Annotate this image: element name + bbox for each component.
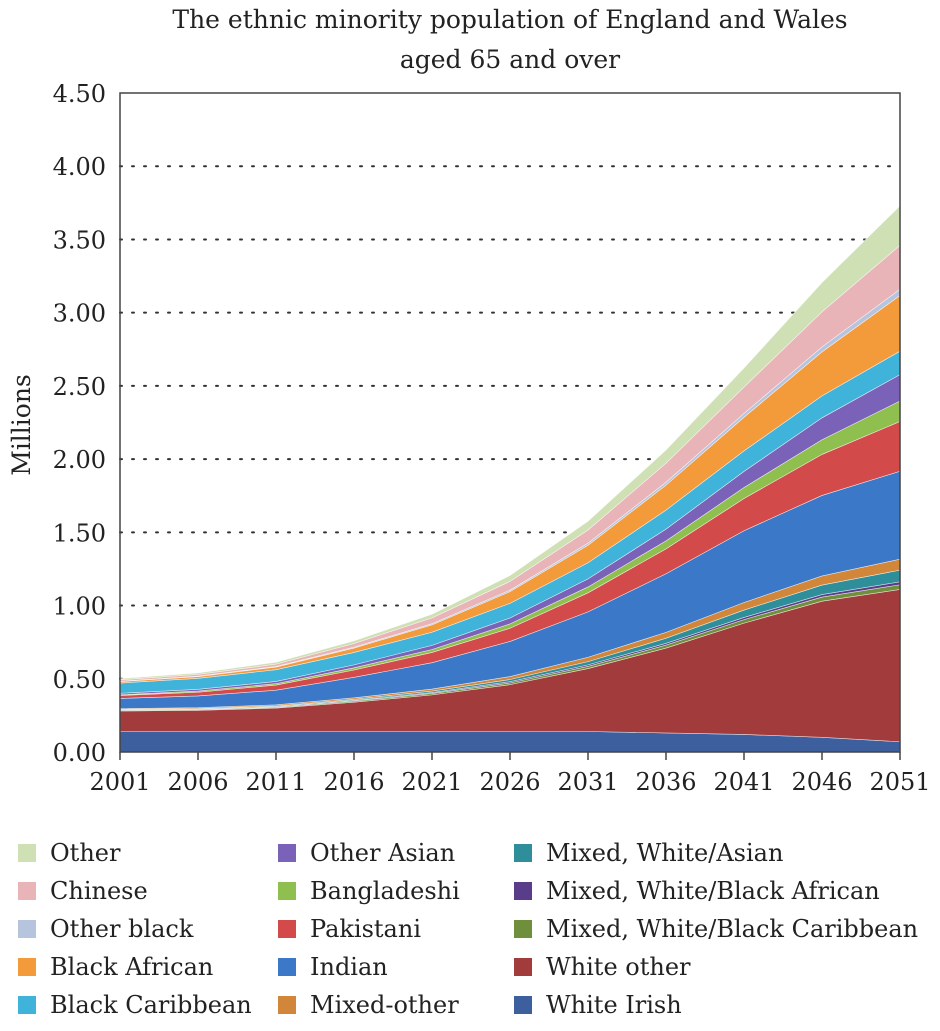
legend-item: Chinese xyxy=(18,876,148,906)
legend-label: Other xyxy=(50,839,121,867)
x-tick-label: 2001 xyxy=(89,768,150,796)
legend-label: Black Caribbean xyxy=(50,991,252,1019)
x-tick-label: 2041 xyxy=(713,768,774,796)
legend-label: Mixed, White/Black African xyxy=(546,877,880,905)
legend-swatch xyxy=(514,844,532,862)
y-tick-label: 3.50 xyxy=(53,226,106,254)
x-tick-label: 2011 xyxy=(245,768,306,796)
legend-swatch xyxy=(18,920,36,938)
legend-swatch xyxy=(18,844,36,862)
x-tick-label: 2006 xyxy=(167,768,228,796)
legend-swatch xyxy=(278,996,296,1014)
legend-label: Mixed, White/Asian xyxy=(546,839,784,867)
legend-swatch xyxy=(18,882,36,900)
legend-swatch xyxy=(514,996,532,1014)
legend-item: Other black xyxy=(18,914,193,944)
chart-subtitle: aged 65 and over xyxy=(400,45,620,74)
x-tick-label: 2051 xyxy=(869,768,930,796)
y-tick-label: 0.00 xyxy=(53,739,106,767)
legend-item: Other xyxy=(18,838,120,868)
legend-item: Bangladeshi xyxy=(278,876,460,906)
legend-label: Bangladeshi xyxy=(310,877,460,905)
legend-item: White Irish xyxy=(514,990,682,1020)
legend-swatch xyxy=(278,844,296,862)
legend-swatch xyxy=(18,996,36,1014)
legend-label: White other xyxy=(546,953,691,981)
legend-item: Mixed, White/Black Caribbean xyxy=(514,914,918,944)
legend-item: Indian xyxy=(278,952,388,982)
y-tick-label: 1.00 xyxy=(53,593,106,621)
legend-label: White Irish xyxy=(546,991,682,1019)
y-tick-label: 4.00 xyxy=(53,153,106,181)
legend-label: Chinese xyxy=(50,877,148,905)
legend-item: Mixed-other xyxy=(278,990,459,1020)
legend-item: Black Caribbean xyxy=(18,990,252,1020)
legend-swatch xyxy=(278,882,296,900)
legend-label: Other black xyxy=(50,915,194,943)
legend-swatch xyxy=(278,920,296,938)
y-tick-label: 4.50 xyxy=(53,80,106,108)
axes: 0.00 0.50 1.00 1.50 2.00 2.50 3.00 3.50 4.00 4.50… xyxy=(53,80,931,796)
legend-swatch xyxy=(514,882,532,900)
y-tick-label: 0.50 xyxy=(53,666,106,694)
legend-item: Mixed, White/Black African xyxy=(514,876,880,906)
x-tick-label: 2036 xyxy=(635,768,696,796)
legend-item: Other Asian xyxy=(278,838,455,868)
x-tick-label: 2026 xyxy=(479,768,540,796)
legend-label: Mixed-other xyxy=(310,991,459,1019)
x-tick-label: 2046 xyxy=(791,768,852,796)
legend-label: Black African xyxy=(50,953,214,981)
chart-title: The ethnic minority population of Englan… xyxy=(172,5,847,34)
y-tick-label: 1.50 xyxy=(53,519,106,547)
legend-label: Mixed, White/Black Caribbean xyxy=(546,915,919,943)
legend-label: Pakistani xyxy=(310,915,421,943)
legend-swatch xyxy=(514,920,532,938)
y-tick-label: 3.00 xyxy=(53,300,106,328)
x-tick-label: 2016 xyxy=(323,768,384,796)
area-chart: The ethnic minority population of Englan… xyxy=(7,5,931,796)
y-tick-label: 2.50 xyxy=(53,373,106,401)
legend-swatch xyxy=(278,958,296,976)
legend-label: Indian xyxy=(310,953,388,981)
legend-item: Black African xyxy=(18,952,213,982)
x-tick-label: 2021 xyxy=(401,768,462,796)
x-tick-label: 2031 xyxy=(557,768,618,796)
y-axis-label: Millions xyxy=(7,374,36,476)
legend-swatch xyxy=(514,958,532,976)
legend: Other Other Asian Mixed, White/Asian Chines… xyxy=(18,838,938,1031)
legend-item: Pakistani xyxy=(278,914,421,944)
y-tick-label: 2.00 xyxy=(53,446,106,474)
stacked-areas xyxy=(119,205,901,753)
legend-item: White other xyxy=(514,952,691,982)
legend-item: Mixed, White/Asian xyxy=(514,838,783,868)
legend-label: Other Asian xyxy=(310,839,456,867)
legend-swatch xyxy=(18,958,36,976)
